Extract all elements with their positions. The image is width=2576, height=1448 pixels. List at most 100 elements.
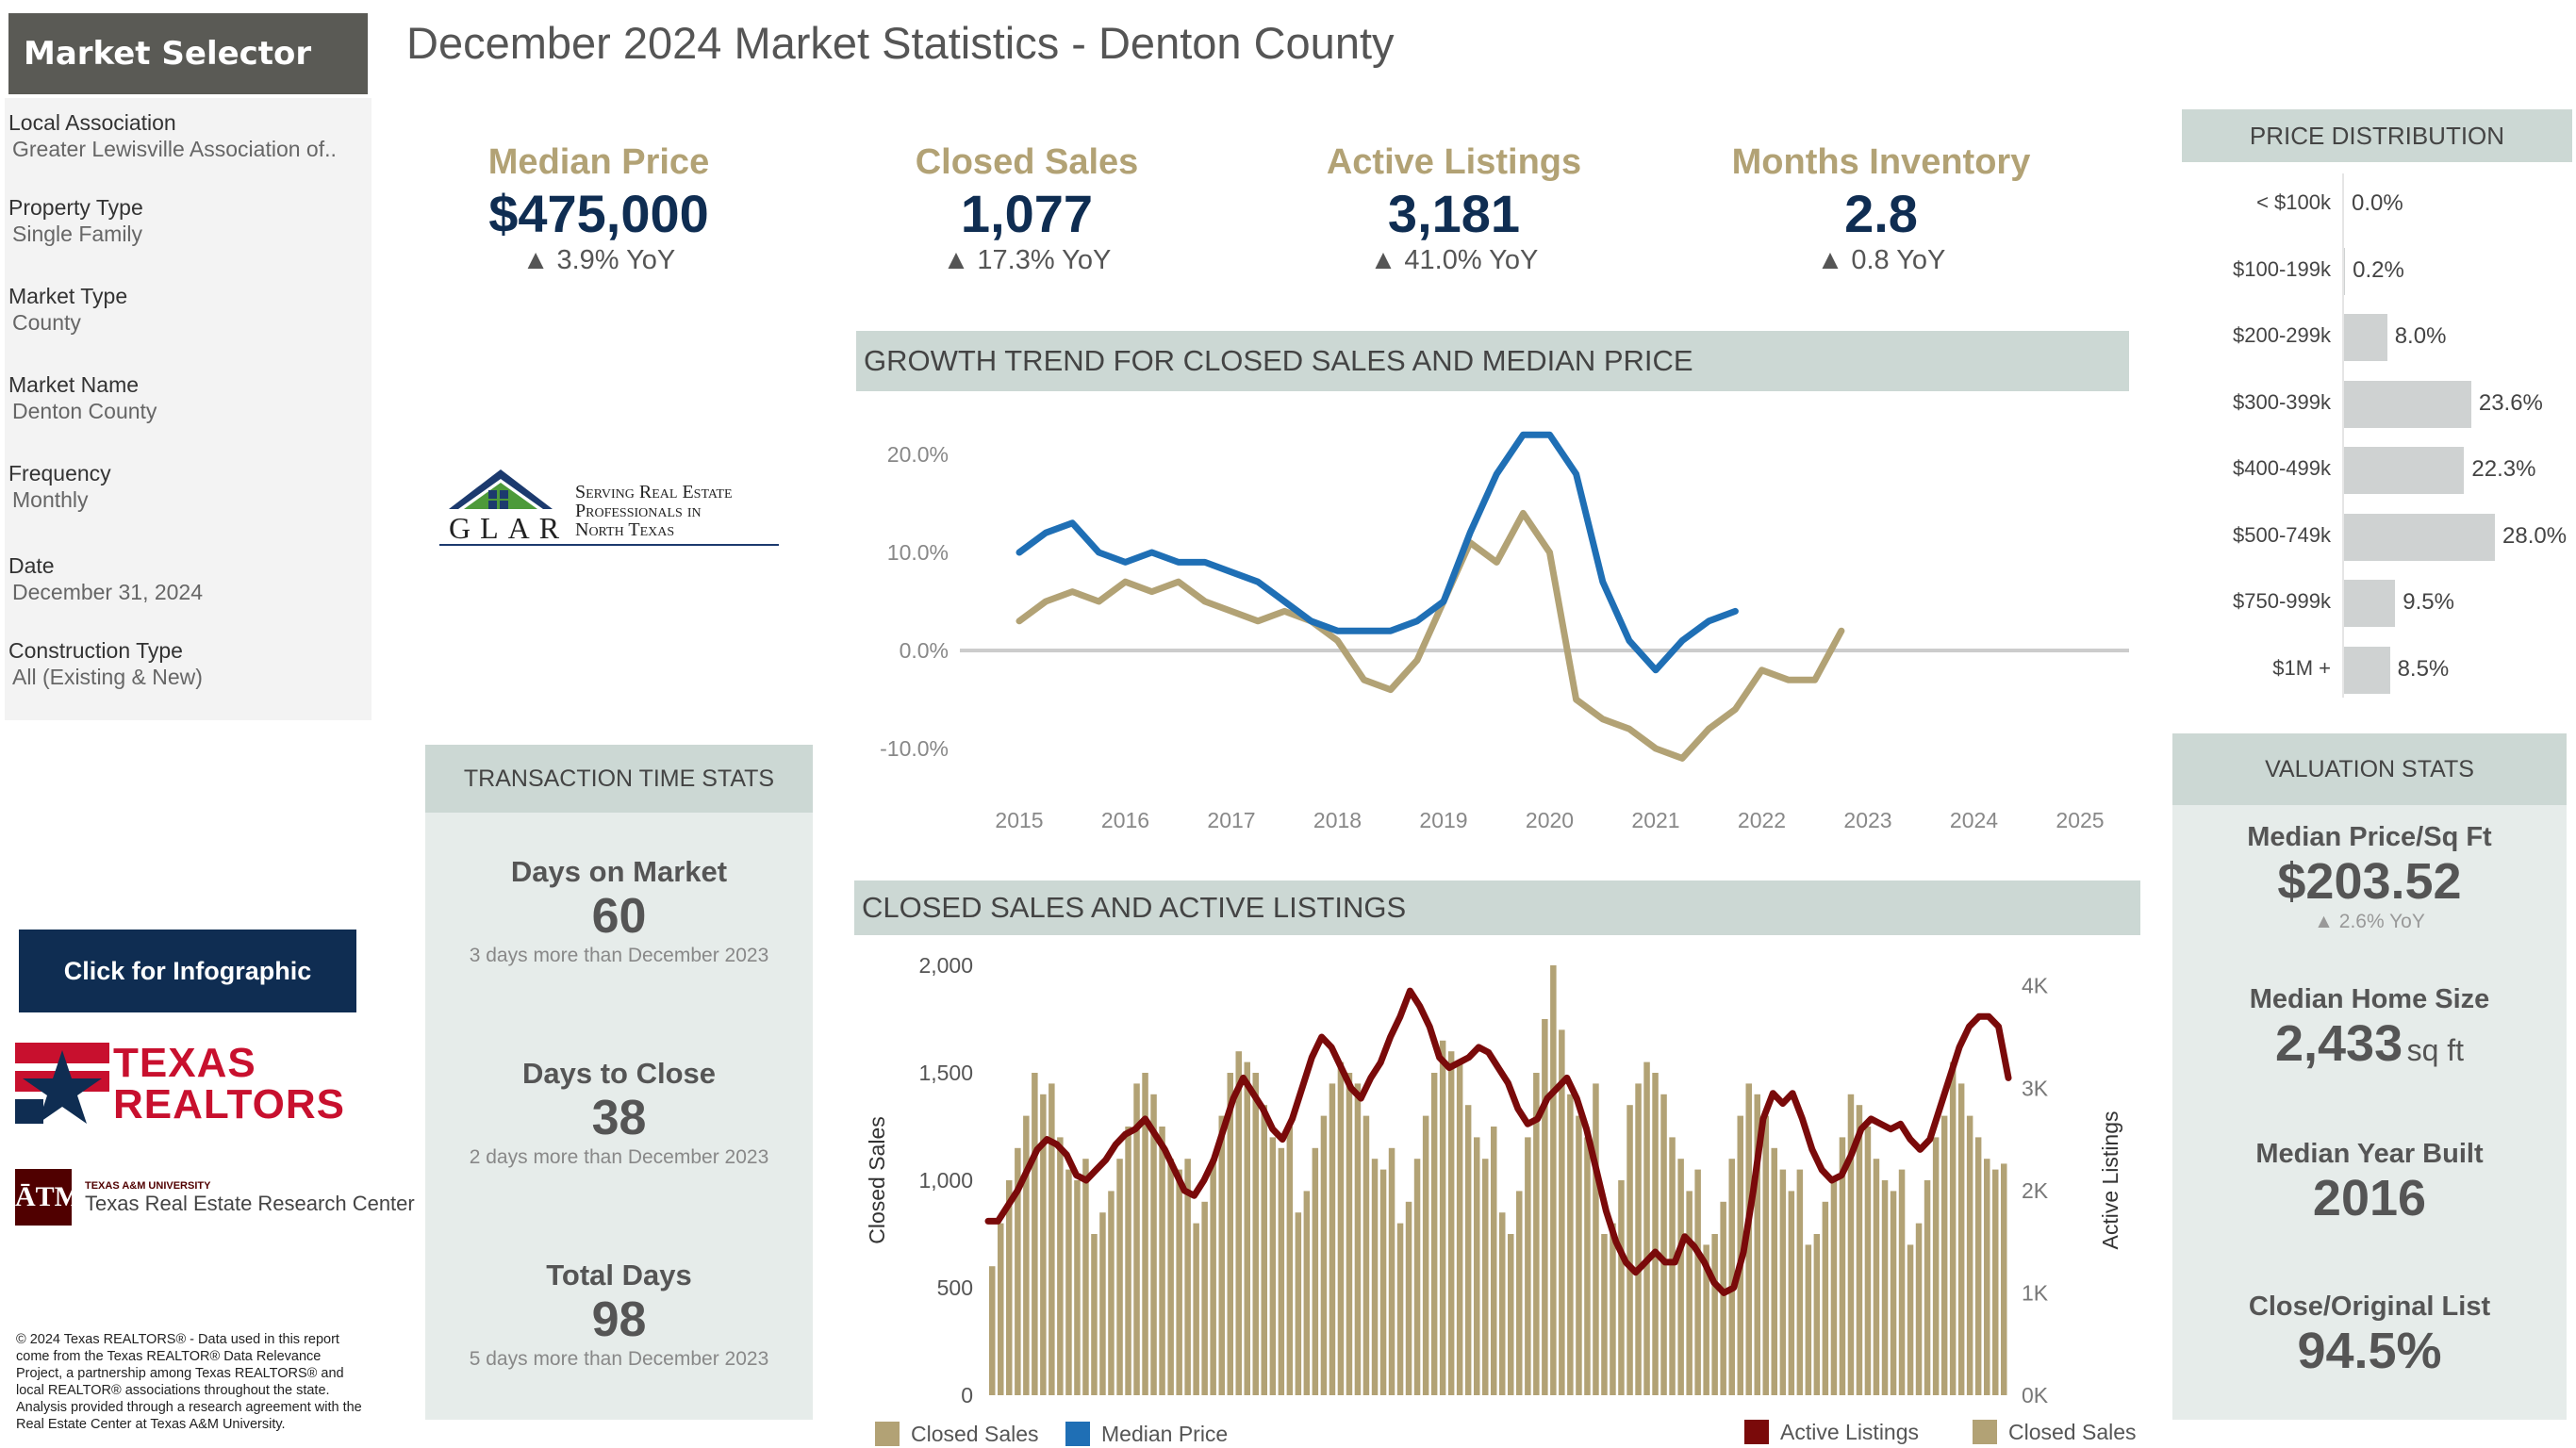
closed-sales-bar — [1482, 1159, 1489, 1395]
filter-label: Construction Type — [8, 638, 183, 663]
distribution-bar — [2344, 580, 2396, 627]
closed-sales-bar — [1550, 965, 1557, 1395]
filter-value[interactable]: Denton County — [12, 399, 157, 423]
closed-sales-bar — [1099, 1212, 1106, 1395]
filter-value[interactable]: Single Family — [12, 222, 143, 246]
closed-sales-bar — [1456, 1061, 1463, 1395]
filter-value[interactable]: All (Existing & New) — [12, 665, 203, 689]
price-distribution-header: PRICE DISTRIBUTION — [2182, 109, 2572, 162]
median-home-size-stat: Median Home Size 2,433 sq ft — [2249, 984, 2490, 1072]
tamu-logo: ĀTM TEXAS A&M UNIVERSITY Texas Real Esta… — [15, 1169, 415, 1226]
y-left-tick-label: 1,000 — [918, 1168, 973, 1193]
filter-label: Date — [8, 553, 55, 578]
x-tick-label: 2025 — [2056, 808, 2104, 832]
closed-sales-bar — [1091, 1234, 1098, 1395]
tamu-line2: Texas Real Estate Research Center — [85, 1192, 415, 1215]
legend-closed-sales-2: Closed Sales — [2008, 1420, 2137, 1444]
closed-sales-bar — [1966, 1115, 1973, 1395]
market-selector-panel: Local Association Greater Lewisville Ass… — [5, 98, 372, 720]
closed-active-header: CLOSED SALES AND ACTIVE LISTINGS — [854, 880, 2140, 935]
distribution-value-label: 23.6% — [2478, 389, 2543, 416]
filter-value[interactable]: December 31, 2024 — [12, 580, 204, 604]
closed-sales-bar — [1669, 1137, 1676, 1395]
closed-sales-bar — [1023, 1115, 1030, 1395]
closed-sales-bar — [1881, 1180, 1889, 1395]
closed-sales-bar — [1754, 1094, 1760, 1395]
y-right-tick-label: 1K — [2022, 1280, 2049, 1305]
transaction-stats-header: TRANSACTION TIME STATS — [425, 745, 813, 813]
filter-market-name[interactable]: Market Name Denton County — [8, 371, 367, 424]
closed-sales-bar — [1957, 1083, 1965, 1395]
y-left-axis-label: Closed Sales — [865, 1116, 889, 1244]
closed-sales-bar — [1320, 1115, 1328, 1395]
closed-sales-bar — [1813, 1234, 1821, 1395]
x-tick-label: 2017 — [1207, 808, 1255, 832]
legend-median-price: Median Price — [1101, 1422, 1229, 1446]
closed-sales-bar — [1805, 1244, 1812, 1395]
closed-sales-bar — [1593, 1083, 1599, 1395]
y-right-tick-label: 2K — [2022, 1178, 2049, 1203]
x-tick-label: 2018 — [1313, 808, 1362, 832]
closed-sales-bar — [1830, 1180, 1838, 1395]
distribution-value-label: 28.0% — [2502, 522, 2568, 549]
closed-sales-bar — [1762, 1115, 1769, 1395]
closed-sales-bar — [1422, 1115, 1429, 1395]
filter-date[interactable]: Date December 31, 2024 — [8, 552, 367, 605]
distribution-category-label: $300-399k — [2233, 389, 2331, 414]
closed-sales-bar — [1371, 1159, 1379, 1395]
series-line-median-price — [1016, 431, 1739, 674]
closed-sales-bar — [1150, 1094, 1157, 1395]
filter-construction-type[interactable]: Construction Type All (Existing & New) — [8, 637, 367, 690]
filter-label: Frequency — [8, 461, 111, 485]
closed-sales-bar — [1337, 1061, 1345, 1395]
closed-sales-bar — [1379, 1169, 1387, 1395]
days-to-close-stat: Days to Close 38 2 days more than Decemb… — [469, 1057, 769, 1168]
closed-sales-bar — [1252, 1073, 1259, 1395]
closed-sales-bar — [1711, 1234, 1718, 1395]
closed-sales-bar — [1142, 1073, 1148, 1395]
kpi-yoy: ▲ 0.8 YoY — [1816, 245, 1946, 275]
closed-sales-bar — [1643, 1061, 1650, 1395]
texas-realtors-line2: REALTORS — [113, 1081, 345, 1127]
filter-frequency[interactable]: Frequency Monthly — [8, 460, 367, 513]
growth-trend-header: GROWTH TREND FOR CLOSED SALES AND MEDIAN… — [856, 331, 2129, 391]
closed-sales-bar — [1082, 1159, 1089, 1395]
closed-sales-bar — [1491, 1127, 1497, 1395]
legend-closed-sales: Closed Sales — [911, 1422, 1039, 1446]
distribution-value-label: 0.0% — [2352, 190, 2403, 216]
closed-sales-bar — [1295, 1212, 1302, 1395]
closed-sales-bar — [1396, 1223, 1404, 1395]
distribution-axis — [2342, 173, 2344, 698]
distribution-category-label: $100-199k — [2233, 256, 2331, 281]
closed-sales-bar — [1159, 1127, 1165, 1395]
distribution-category-label: $200-299k — [2233, 323, 2331, 347]
filter-label: Property Type — [8, 195, 143, 220]
filter-label: Local Association — [8, 110, 176, 135]
closed-sales-bar — [1677, 1159, 1684, 1395]
copyright-text: © 2024 Texas REALTORS® - Data used in th… — [16, 1332, 362, 1432]
y-left-tick-label: 500 — [937, 1275, 973, 1300]
closed-sales-bar — [1907, 1244, 1914, 1395]
closed-sales-bar — [1388, 1147, 1395, 1395]
valuation-stats-panel: VALUATION STATS Median Price/Sq Ft $203.… — [2172, 733, 2567, 1420]
filter-value[interactable]: County — [12, 310, 81, 335]
filter-value[interactable]: Monthly — [12, 487, 89, 512]
x-tick-label: 2020 — [1526, 808, 1574, 832]
filter-value[interactable]: Greater Lewisville Association of.. — [12, 137, 337, 161]
filter-local-association[interactable]: Local Association Greater Lewisville Ass… — [8, 109, 367, 162]
series-line-closed-sales — [1016, 509, 1845, 762]
closed-sales-bar — [1890, 1191, 1897, 1395]
distribution-value-label: 8.0% — [2394, 323, 2447, 349]
distribution-category-label: $500-749k — [2233, 522, 2331, 547]
y-right-axis-label: Active Listings — [2098, 1111, 2122, 1249]
closed-sales-bar — [1184, 1159, 1191, 1395]
distribution-bar — [2344, 314, 2387, 361]
legend-active-listings: Active Listings — [1780, 1420, 1920, 1444]
closed-sales-bar — [1167, 1159, 1174, 1395]
filter-market-type[interactable]: Market Type County — [8, 283, 367, 336]
kpi-label: Months Inventory — [1731, 142, 2031, 182]
infographic-button[interactable]: Click for Infographic — [19, 930, 356, 1012]
filter-property-type[interactable]: Property Type Single Family — [8, 194, 367, 247]
closed-sales-bar — [1499, 1212, 1506, 1395]
closed-sales-bar — [1796, 1169, 1804, 1395]
